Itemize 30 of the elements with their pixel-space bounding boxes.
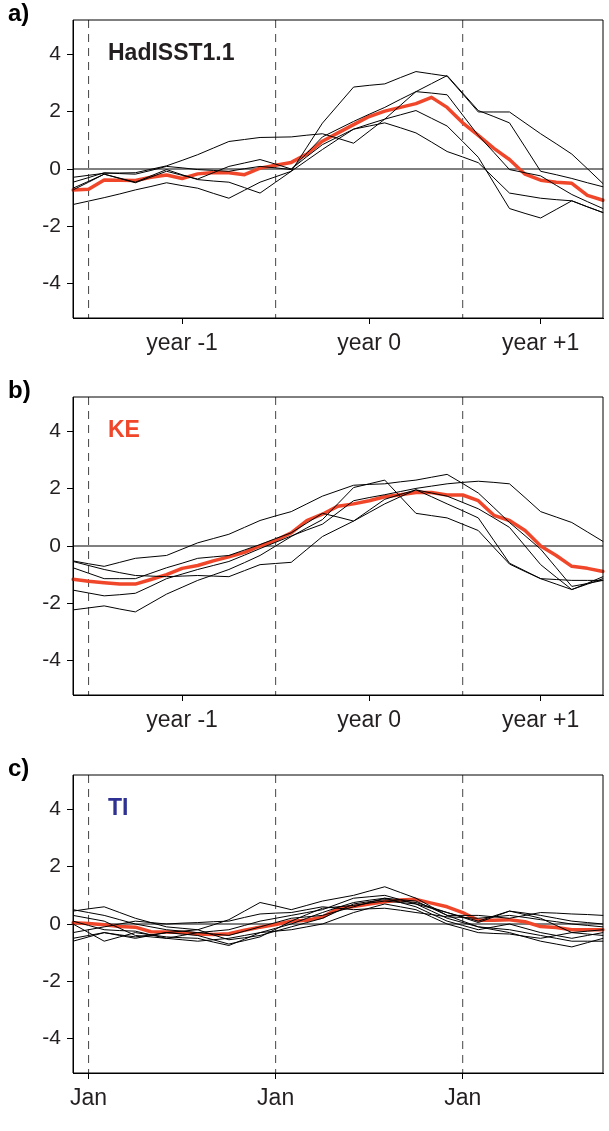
y-tick-label: 2: [49, 475, 61, 499]
x-tick-label: year -1: [146, 329, 218, 356]
y-tick-label: -4: [42, 647, 62, 671]
y-tick-label: -4: [42, 1025, 62, 1049]
chart-title: b): [8, 375, 31, 403]
y-tick-label: 4: [49, 418, 62, 442]
y-tick-label: -2: [42, 968, 61, 992]
y-tick-label: 2: [49, 853, 61, 877]
x-tick-label: year +1: [501, 329, 580, 356]
x-tick-label: Jan: [444, 1084, 482, 1111]
y-tick-label: 4: [49, 796, 62, 820]
y-tick-label: 0: [49, 155, 61, 179]
x-tick-label: Jan: [70, 1084, 108, 1111]
x-tick-label: year 0: [337, 706, 402, 733]
chart-title: c): [8, 753, 30, 781]
x-tick-label: Jan: [257, 1084, 295, 1111]
y-tick-label: -2: [42, 590, 61, 614]
annotation: KE: [108, 415, 140, 442]
x-tick-label: year +1: [501, 706, 580, 733]
annotation: HadISST1.1: [108, 38, 235, 65]
y-tick-label: -2: [42, 213, 61, 237]
y-tick-label: -4: [42, 270, 62, 294]
y-tick-label: 0: [49, 910, 61, 934]
chart-title: a): [8, 0, 30, 26]
y-tick-label: 2: [49, 98, 61, 122]
x-tick-label: year -1: [146, 706, 218, 733]
y-tick-label: 4: [49, 41, 62, 65]
y-tick-label: 0: [49, 532, 61, 556]
x-tick-label: year 0: [337, 329, 402, 356]
annotation: TI: [108, 793, 129, 820]
